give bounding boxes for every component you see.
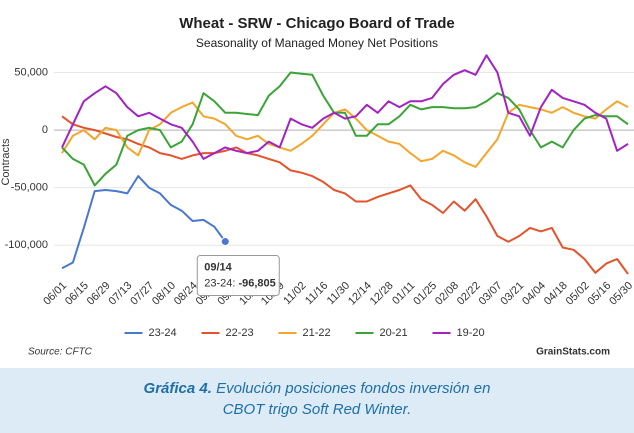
legend: 23-24 22-23 21-22 20-21 19-20 bbox=[124, 327, 485, 339]
y-axis-label: Contracts bbox=[0, 138, 12, 186]
y-tick-label: -50,000 bbox=[11, 182, 48, 194]
tooltip-marker bbox=[220, 237, 230, 247]
series-line bbox=[61, 100, 629, 168]
chart-background bbox=[0, 0, 634, 368]
tooltip-series-name: 23-24: bbox=[204, 277, 235, 289]
chart-title: Wheat - SRW - Chicago Board of Trade bbox=[179, 15, 455, 32]
legend-label: 21-22 bbox=[303, 327, 331, 339]
legend-label: 22-23 bbox=[226, 327, 254, 339]
credit: GrainStats.com bbox=[536, 347, 610, 358]
caption-label: Gráfica 4. bbox=[144, 380, 212, 397]
lines bbox=[61, 54, 629, 275]
caption-background bbox=[0, 368, 634, 433]
chart-subtitle: Seasonality of Managed Money Net Positio… bbox=[196, 36, 438, 50]
tooltip-date: 09/14 bbox=[204, 261, 232, 273]
tooltip-series: 23-24: -96,805 bbox=[204, 277, 276, 289]
legend-label: 23-24 bbox=[149, 327, 177, 339]
y-tick-label: 0 bbox=[42, 124, 48, 136]
source: Source: CFTC bbox=[28, 347, 93, 358]
tooltip-box bbox=[196, 255, 280, 297]
caption-line: Gráfica 4. Evolución posiciones fondos i… bbox=[144, 380, 491, 397]
y-tick-label: -100,000 bbox=[5, 239, 48, 251]
series-line bbox=[61, 115, 629, 275]
caption-text: Evolución posiciones fondos inversión en bbox=[216, 380, 490, 397]
tooltip: 09/14 23-24: -96,805 bbox=[196, 237, 280, 297]
caption-line: CBOT trigo Soft Red Winter. bbox=[223, 401, 412, 418]
series-line bbox=[61, 54, 629, 160]
series-line bbox=[61, 71, 629, 187]
legend-label: 20-21 bbox=[380, 327, 408, 339]
series-line bbox=[61, 175, 227, 270]
legend-label: 19-20 bbox=[457, 327, 485, 339]
y-tick-label: 50,000 bbox=[14, 66, 48, 78]
tooltip-value: -96,805 bbox=[238, 277, 275, 289]
